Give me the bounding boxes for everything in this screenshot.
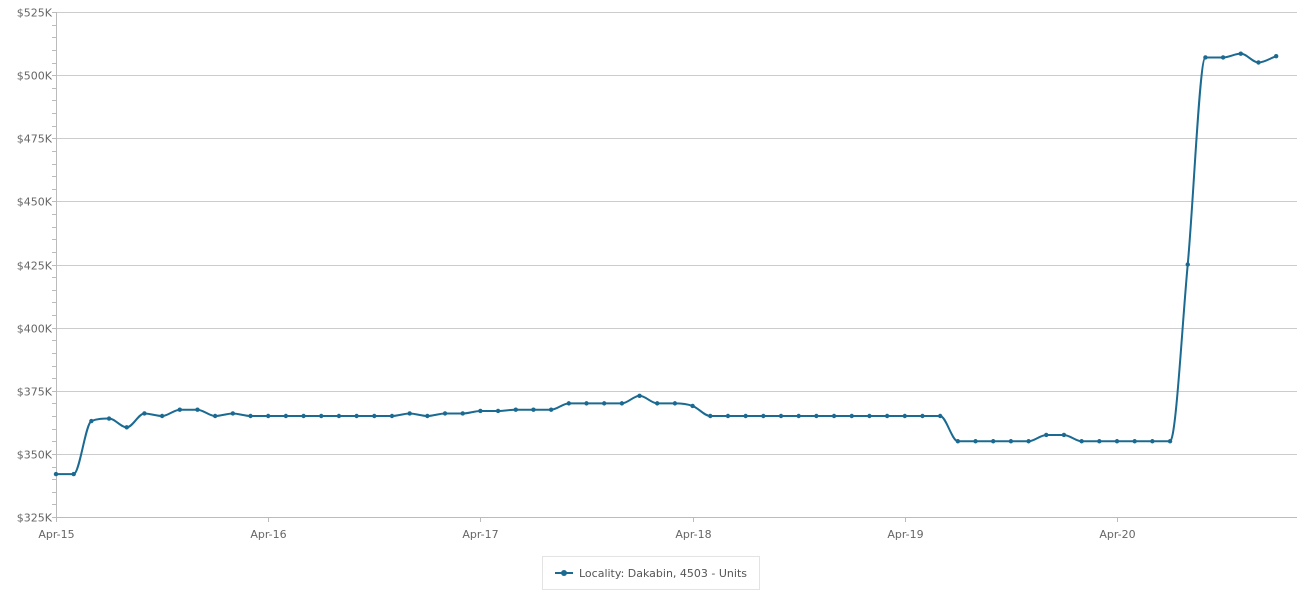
data-point[interactable] <box>389 413 395 419</box>
data-point[interactable] <box>1008 439 1014 444</box>
data-point[interactable] <box>1220 55 1226 60</box>
data-point[interactable] <box>849 413 854 419</box>
data-point[interactable] <box>778 413 784 419</box>
data-point[interactable] <box>991 439 996 444</box>
data-point[interactable] <box>124 425 129 430</box>
data-point[interactable] <box>354 413 359 419</box>
y-tick-label: $375K <box>17 386 53 399</box>
data-point[interactable] <box>1114 439 1120 444</box>
data-point[interactable] <box>531 407 536 412</box>
data-point[interactable] <box>1061 432 1067 438</box>
data-point[interactable] <box>955 439 961 444</box>
y-tick-label: $350K <box>17 449 53 462</box>
data-point[interactable] <box>1044 432 1049 438</box>
data-point[interactable] <box>566 401 572 406</box>
data-point[interactable] <box>690 403 695 409</box>
data-point[interactable] <box>601 401 607 406</box>
x-tick-label: Apr-15 <box>38 528 74 541</box>
data-point[interactable] <box>336 413 342 419</box>
y-tick-label: $325K <box>17 512 53 525</box>
data-point[interactable] <box>619 401 625 406</box>
data-point[interactable] <box>548 407 554 412</box>
data-point[interactable] <box>442 411 448 416</box>
data-point[interactable] <box>142 411 147 416</box>
data-point[interactable] <box>407 411 412 416</box>
data-point[interactable] <box>283 413 289 419</box>
data-point[interactable] <box>71 471 76 477</box>
data-point[interactable] <box>106 416 112 421</box>
data-point[interactable] <box>177 407 182 412</box>
data-point[interactable] <box>159 413 165 419</box>
data-point[interactable] <box>1026 439 1031 444</box>
data-point[interactable] <box>902 413 907 419</box>
gridlines <box>56 12 1297 518</box>
data-point[interactable] <box>1238 51 1243 56</box>
data-point[interactable] <box>212 413 218 419</box>
data-point[interactable] <box>301 413 306 419</box>
data-point[interactable] <box>248 413 253 419</box>
data-point[interactable] <box>89 418 94 424</box>
data-point[interactable] <box>655 401 660 406</box>
data-point[interactable] <box>1256 60 1261 65</box>
data-point[interactable] <box>1132 439 1137 444</box>
data-point[interactable] <box>1273 53 1279 59</box>
data-point[interactable] <box>1185 262 1190 267</box>
data-point[interactable] <box>637 393 642 398</box>
y-minor-ticks <box>52 12 56 518</box>
data-point[interactable] <box>973 439 978 444</box>
x-tick-label: Apr-18 <box>675 528 711 541</box>
data-point[interactable] <box>1097 439 1102 444</box>
data-point[interactable] <box>230 411 236 416</box>
x-tick-label: Apr-19 <box>887 528 923 541</box>
data-point[interactable] <box>584 401 589 406</box>
data-point[interactable] <box>672 401 678 406</box>
y-tick-label: $400K <box>17 323 53 336</box>
data-point[interactable] <box>460 411 465 416</box>
data-point[interactable] <box>1150 439 1155 444</box>
data-point[interactable] <box>708 413 713 419</box>
x-tick-labels: Apr-15 Apr-16 Apr-17 Apr-18 Apr-19 Apr-20 <box>38 528 1135 541</box>
series-layer <box>53 51 1279 477</box>
legend-swatch <box>554 568 573 578</box>
data-point[interactable] <box>884 413 890 419</box>
data-point[interactable] <box>478 408 483 414</box>
data-point[interactable] <box>937 413 943 419</box>
y-tick-label: $425K <box>17 260 53 273</box>
data-point[interactable] <box>266 413 271 419</box>
data-point[interactable] <box>761 413 766 419</box>
data-point[interactable] <box>743 413 748 419</box>
x-tick-label: Apr-20 <box>1099 528 1135 541</box>
series-line <box>56 52 1277 476</box>
x-tick-label: Apr-16 <box>250 528 286 541</box>
y-tick-label: $450K <box>17 196 53 209</box>
data-point[interactable] <box>920 413 925 419</box>
y-tick-label: $500K <box>17 70 53 83</box>
data-point[interactable] <box>814 413 819 419</box>
legend[interactable]: Locality: Dakabin, 4503 - Units <box>542 556 760 590</box>
data-point[interactable] <box>372 413 377 419</box>
legend-label: Locality: Dakabin, 4503 - Units <box>578 566 747 580</box>
y-tick-label: $475K <box>17 133 53 146</box>
data-point[interactable] <box>725 413 731 419</box>
data-point[interactable] <box>1167 439 1173 444</box>
data-point[interactable] <box>1203 55 1208 60</box>
axes <box>56 12 1297 522</box>
data-point[interactable] <box>195 407 200 412</box>
data-point[interactable] <box>831 413 837 419</box>
data-point[interactable] <box>796 413 801 419</box>
data-point[interactable] <box>319 413 324 419</box>
y-tick-labels: $325K $350K $375K $400K $425K $450K $475K $500K… <box>17 7 53 525</box>
data-point[interactable] <box>425 413 430 419</box>
data-point[interactable] <box>867 413 872 419</box>
data-point[interactable] <box>513 407 518 412</box>
data-point[interactable] <box>1079 439 1084 444</box>
data-point[interactable] <box>53 471 59 477</box>
x-tick-label: Apr-17 <box>462 528 498 541</box>
y-tick-label: $525K <box>17 7 53 20</box>
data-point[interactable] <box>495 408 501 414</box>
